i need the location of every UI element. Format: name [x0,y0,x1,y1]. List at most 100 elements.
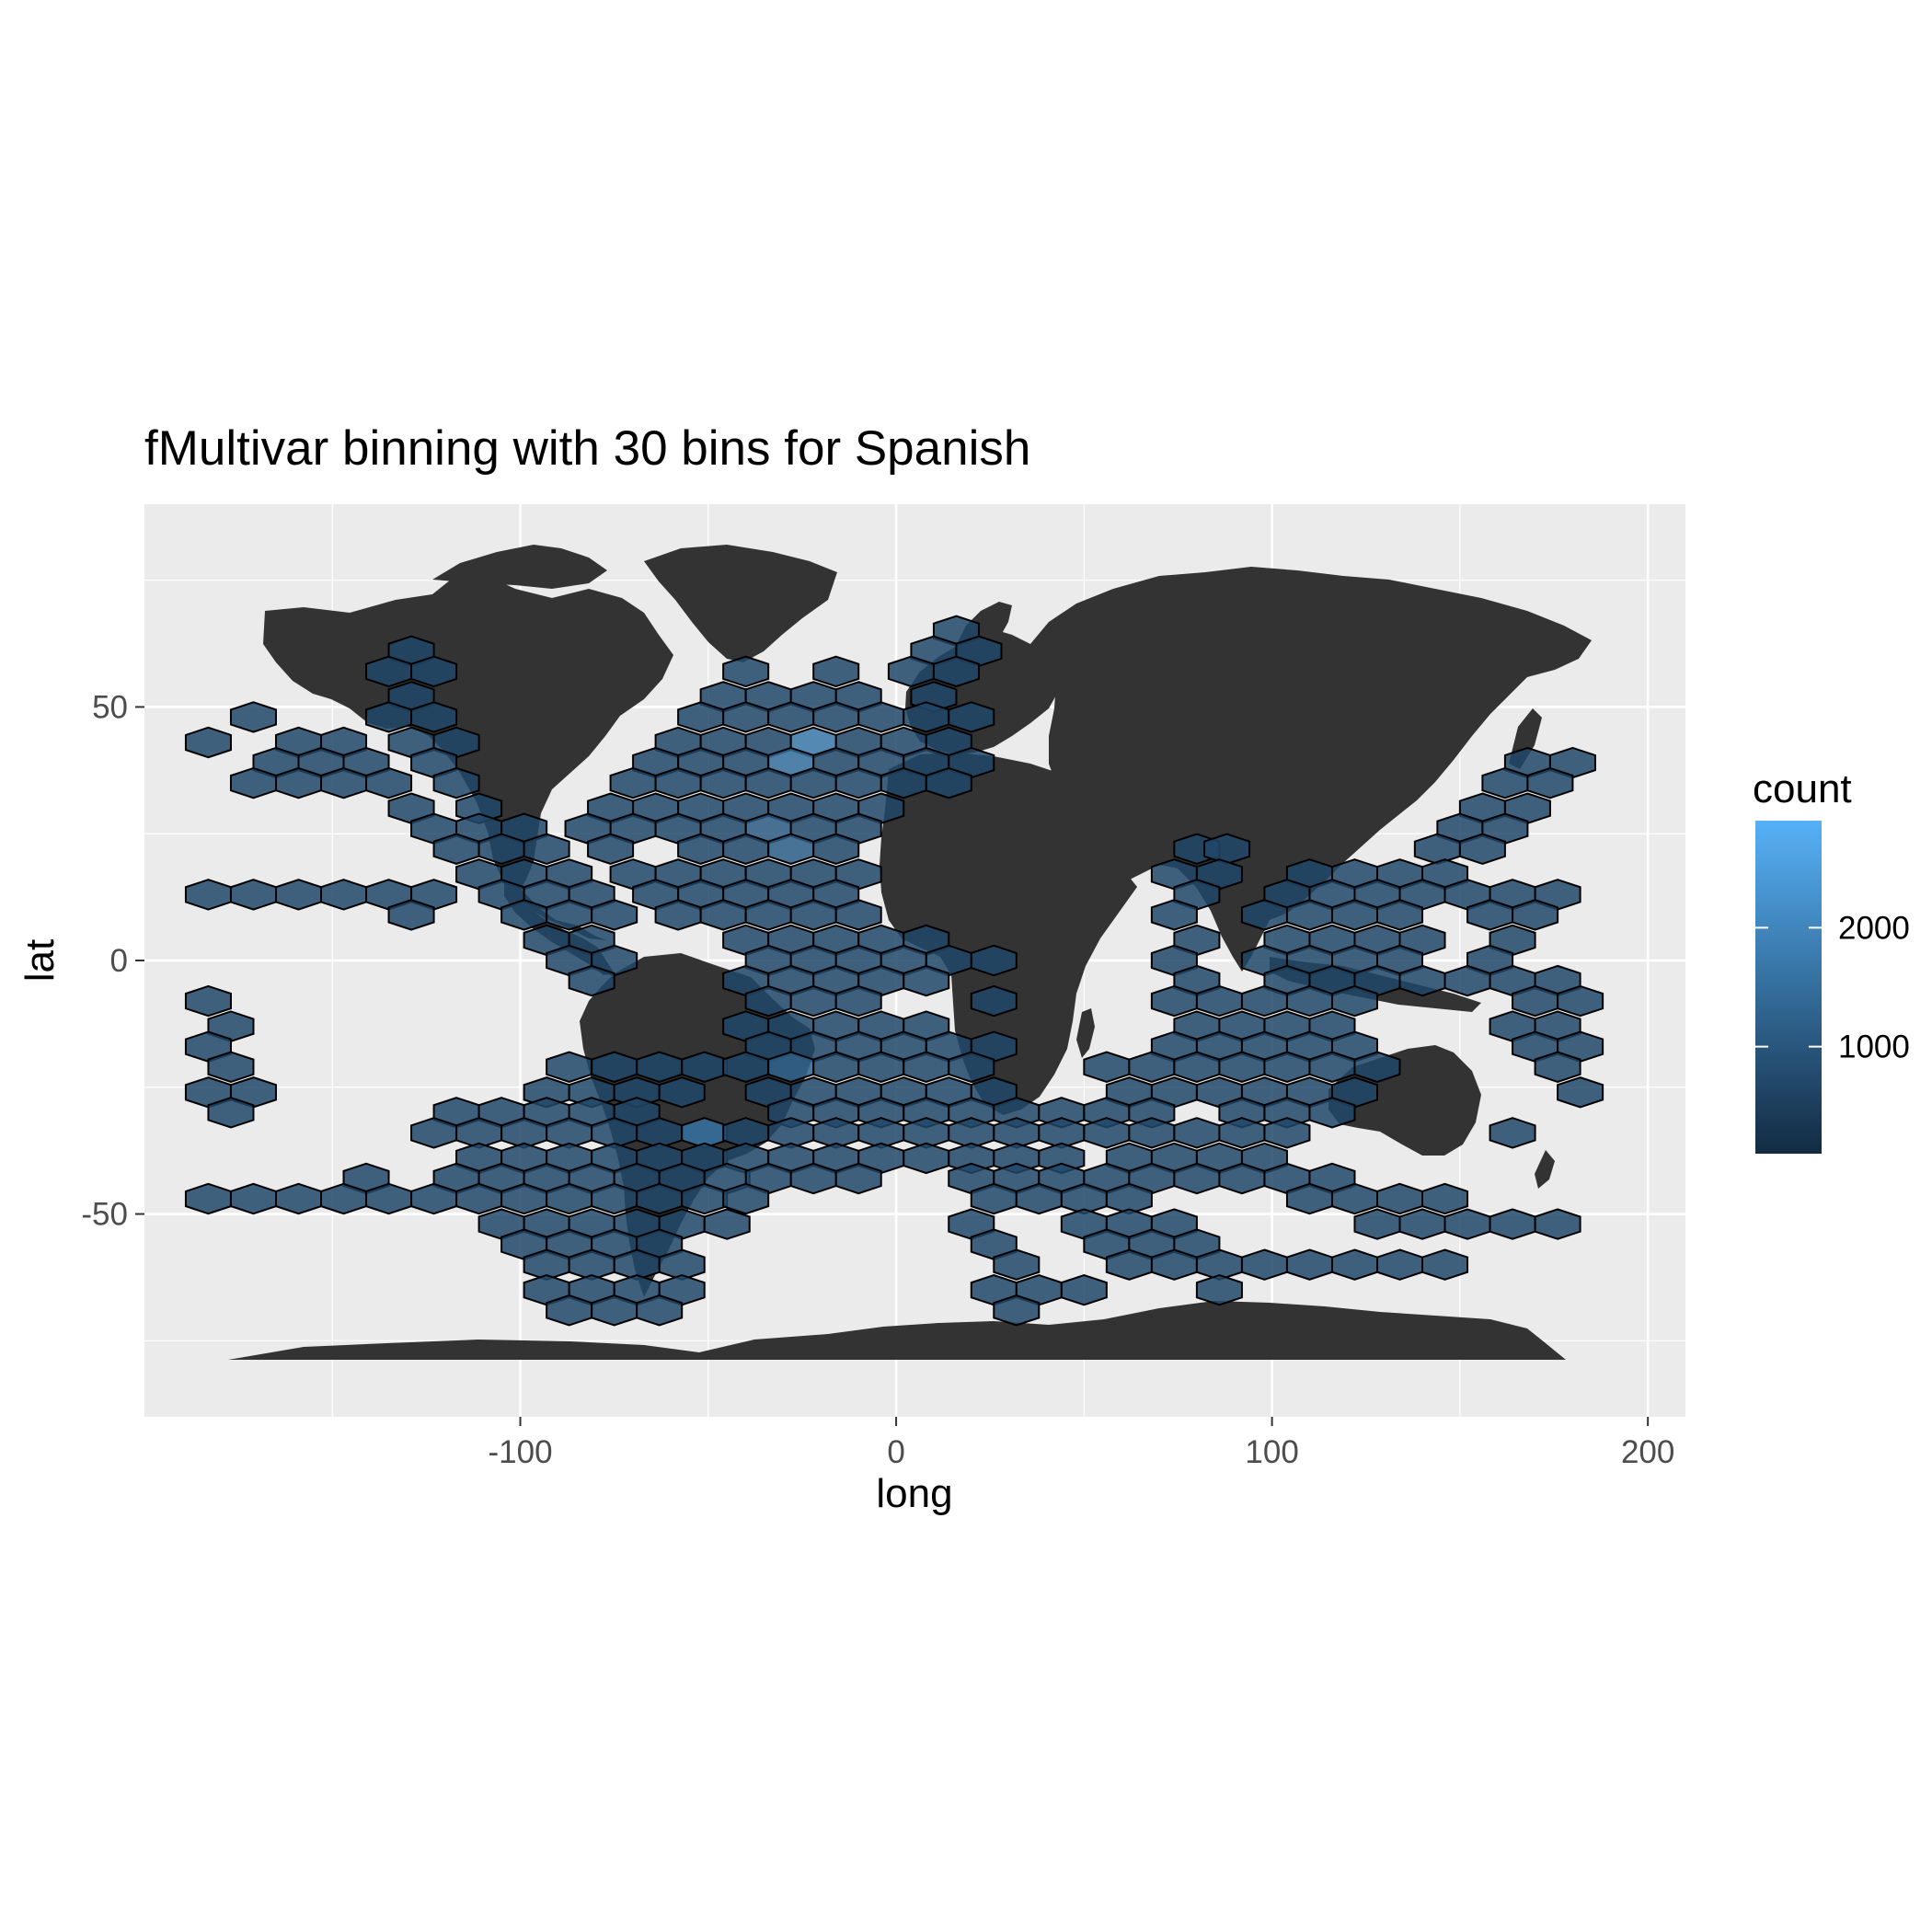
hex-cell [410,1117,458,1149]
x-tick-label: -100 [489,1434,553,1470]
hex-cell [1083,1117,1131,1149]
hex-cell [1173,1117,1221,1149]
hex-cell [1443,964,1491,997]
hex-cell [812,833,860,865]
hex-cell [184,726,232,759]
land-greenland [644,545,837,662]
hex-cell [1263,1051,1311,1083]
hex-cell [1263,1117,1311,1149]
hex-cell [1557,984,1604,1018]
hex-cell [636,1051,684,1083]
hex-cell [1376,1248,1424,1281]
hex-cell [184,1182,232,1215]
x-tick-label: 200 [1621,1434,1674,1470]
x-tick-label: 0 [887,1434,904,1470]
hex-cell [1105,1248,1153,1281]
hex-cell [500,899,548,931]
hex-cell [789,984,837,1018]
hex-cell [1398,1208,1446,1240]
y-tick-label: 50 [92,689,128,725]
hex-cell [834,766,882,799]
hex-cell [1195,1274,1243,1306]
hex-cell [320,879,368,911]
legend-tick-label: 1000 [1838,1029,1910,1065]
hex-cell [636,1182,684,1215]
hex-cell [677,833,725,865]
hex-cell [1240,984,1288,1018]
land-antarctica [228,1301,1566,1360]
hex-cell [948,1051,995,1083]
hex-cell [834,1162,882,1195]
axes: -100 0 100 200 -50 0 50 [81,689,1674,1470]
hex-cell [1489,1208,1536,1240]
land-asia [1030,567,1592,972]
hex-cell [1060,1274,1108,1306]
hex-cell [1376,899,1424,931]
legend-title: count [1753,766,1852,811]
hex-cell [1443,1208,1491,1240]
land-africa [880,753,1137,1115]
x-axis-title: long [876,1471,952,1516]
hex-cell [1413,833,1461,865]
hex-cell [812,1051,860,1083]
hex-cell [1330,899,1378,931]
hex-cell [970,1182,1018,1215]
hex-cell [789,899,837,931]
hex-cell [767,701,815,733]
hex-cell [207,1051,255,1083]
hex-cell [1398,964,1446,997]
hex-cell [546,899,593,931]
hex-cell [1128,1117,1176,1149]
hex-cell [1240,1248,1288,1281]
hex-cell [546,1182,593,1215]
hex-cell [789,766,837,799]
legend-ticks: 1000 2000 [1755,910,1910,1065]
hex-cell [1240,899,1288,931]
hex-cell [925,766,972,799]
hex-cell [948,701,995,733]
hex-cell [1330,984,1378,1018]
hex-cell [1421,1248,1469,1281]
hex-cell [1534,1208,1581,1240]
hex-cell [1015,1182,1063,1215]
hex-cell [812,701,860,733]
hex-cell [1421,1182,1469,1215]
hex-cell [834,899,882,931]
hex-cell [184,984,232,1018]
hex-cell [857,701,905,733]
hex-cell [207,1097,255,1129]
hex-cell [1489,1117,1536,1149]
y-tick-label: 0 [110,943,128,979]
hex-cell [609,766,657,799]
legend-colorbar [1755,821,1822,1154]
hex-cell [365,655,413,688]
hex-cell [410,655,458,688]
hex-cell [722,655,770,688]
hex-cell [1353,1208,1401,1240]
hex-cell [789,1162,837,1195]
hex-cell [722,1051,770,1083]
hex-cell [857,1051,905,1083]
hex-cell [1218,1051,1266,1083]
hex-cell [1195,984,1243,1018]
hex-cell [1218,1162,1266,1195]
chart-title: fMultivar binning with 30 bins for Spani… [144,421,1030,476]
hex-cell [568,964,615,997]
hex-cell [677,701,725,733]
hex-cell [274,766,323,799]
hex-cell [1150,899,1198,931]
hexbin-cells [184,615,1604,1327]
hex-cell [229,766,277,799]
hex-cell [1534,1051,1581,1083]
hex-cell [703,1208,751,1240]
hex-cell [699,766,747,799]
hex-cell [587,833,635,865]
hex-cell [970,944,1018,977]
hex-cell [880,766,927,799]
hex-cell [591,899,638,931]
hex-cell [993,1294,1041,1327]
hex-cell [654,766,702,799]
hex-cell [970,984,1018,1018]
hex-cell [591,1294,638,1327]
